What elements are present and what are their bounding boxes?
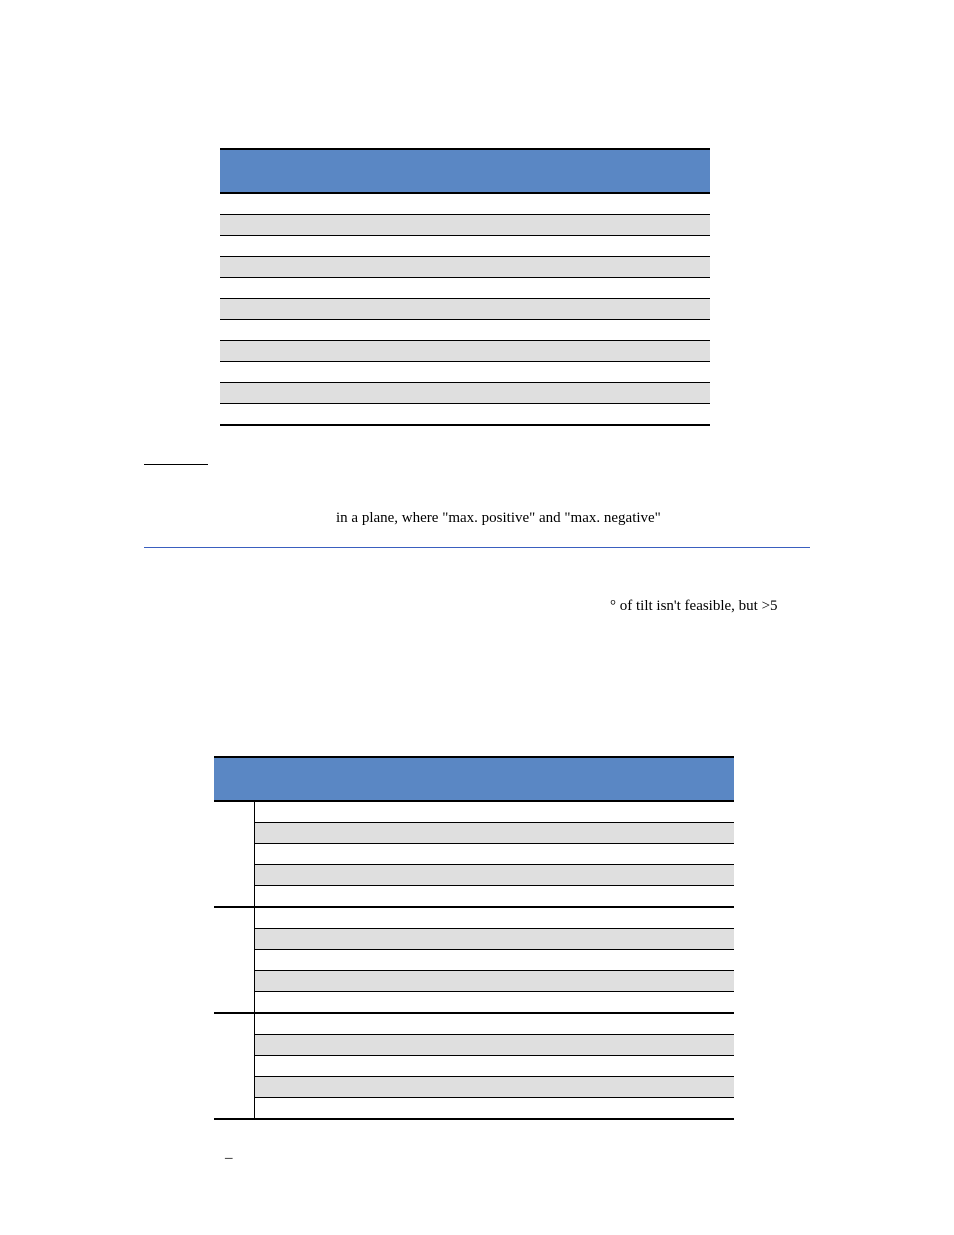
table-2-row: [214, 1077, 734, 1098]
table-1-row: [220, 299, 710, 320]
table-1-col-0: [220, 149, 320, 193]
table-1-row: [220, 404, 710, 426]
table-2-group-stub: [214, 801, 254, 907]
table-2-group-stub: [214, 907, 254, 1013]
table-1-row: [220, 320, 710, 341]
table-2-row: [214, 971, 734, 992]
table-2-row: [214, 1013, 734, 1035]
table-2-row: [214, 950, 734, 971]
table-1-row: [220, 341, 710, 362]
table-1-col-3: [580, 149, 710, 193]
table-1-row: [220, 257, 710, 278]
body-text-plane: in a plane, where "max. positive" and "m…: [336, 510, 661, 527]
table-2-group-stub: [214, 1013, 254, 1119]
table-2-row: [214, 1098, 734, 1120]
table-1-col-1: [320, 149, 450, 193]
table-2: [214, 756, 734, 1120]
table-1-row: [220, 236, 710, 257]
table-1-row: [220, 215, 710, 236]
table-2-row: [214, 801, 734, 823]
table-2-row: [214, 886, 734, 908]
blue-divider: [144, 547, 810, 548]
table-2-col-3: [604, 757, 734, 801]
body-text-dash: –: [225, 1150, 233, 1167]
short-underline: [144, 464, 208, 465]
table-2-col-0: [214, 757, 344, 801]
table-2-row: [214, 1056, 734, 1077]
table-2-row: [214, 1035, 734, 1056]
table-2-row: [214, 992, 734, 1014]
table-2-row: [214, 823, 734, 844]
table-2-row: [214, 907, 734, 929]
table-2-row: [214, 865, 734, 886]
table-1-col-2: [450, 149, 580, 193]
table-2-row: [214, 929, 734, 950]
table-1-row: [220, 193, 710, 215]
table-1-row: [220, 383, 710, 404]
table-1-header-row: [220, 149, 710, 193]
table-1: [220, 148, 710, 426]
table-1-row: [220, 278, 710, 299]
table-2-header-row: [214, 757, 734, 801]
table-2-col-1: [344, 757, 474, 801]
table-2-row: [214, 844, 734, 865]
table-2-col-2: [474, 757, 604, 801]
table-1-row: [220, 362, 710, 383]
body-text-tilt: ° of tilt isn't feasible, but >5: [610, 598, 778, 615]
